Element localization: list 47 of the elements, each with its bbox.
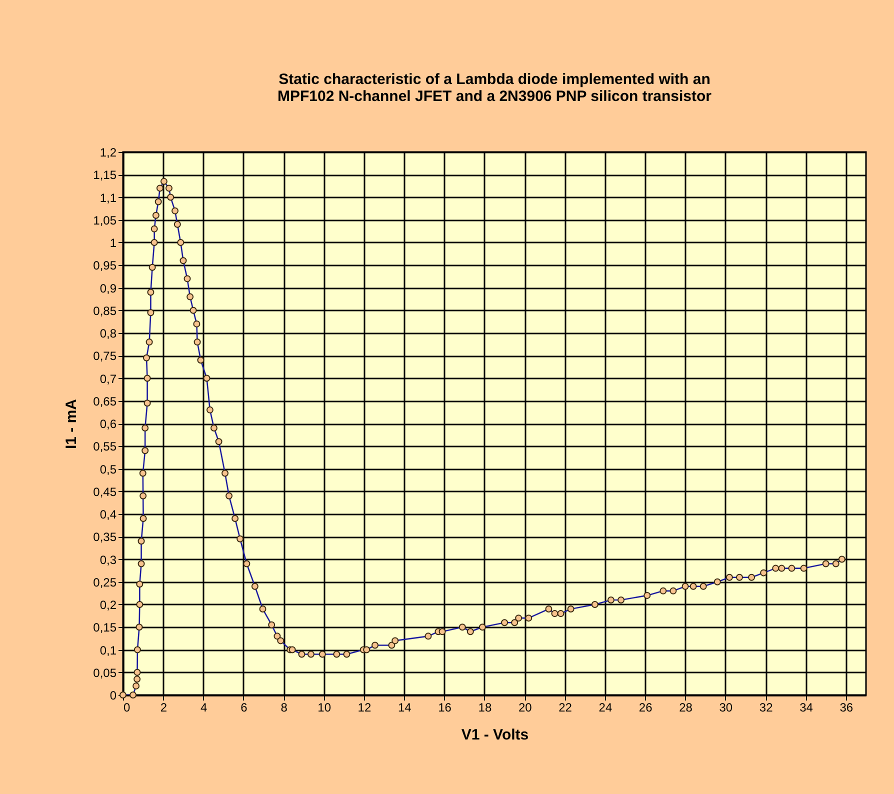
y-tick-label: 0,3: [100, 552, 117, 567]
x-tick-label: 20: [518, 700, 532, 714]
x-tick-label: 6: [240, 700, 248, 714]
y-tick-label: 0,15: [93, 620, 117, 635]
y-tick-label: 0,9: [100, 281, 117, 296]
x-tick-label: 0: [124, 700, 130, 714]
y-tick-label: 0,7: [100, 372, 117, 386]
x-tick-label: 16: [438, 700, 452, 714]
y-tick-label: 0,35: [93, 530, 117, 544]
x-tick-label: 10: [318, 700, 332, 714]
chart-title: Static characteristic of a Lambda diode implemented with an MPF102 N-channel JFET and a 2N3906 PNP silicon transistor: [277, 71, 712, 105]
x-tick-label: 32: [759, 700, 774, 714]
y-tick-label: 0,6: [100, 417, 117, 431]
y-tick-label: 0,65: [93, 394, 117, 408]
x-tick-label: 22: [558, 700, 572, 714]
x-tick-label: 36: [840, 700, 854, 714]
y-tick-label: 1,15: [93, 168, 117, 182]
y-axis-title: I1 - mA: [63, 398, 80, 450]
x-tick-label: 4: [200, 700, 208, 714]
y-tick-label: 0,05: [93, 666, 117, 680]
y-tick-label: 0,75: [93, 349, 117, 364]
y-tick-label: 0,45: [93, 484, 117, 499]
y-tick-label: 0,95: [93, 258, 117, 273]
y-tick-label: 0,1: [100, 643, 117, 658]
x-tick-label: 30: [719, 700, 733, 714]
x-tick-label: 2: [160, 700, 168, 714]
y-tick-label: 0: [110, 688, 117, 702]
y-tick-label: 0,4: [100, 508, 117, 522]
x-tick-label: 28: [679, 700, 693, 714]
x-tick-label: 26: [638, 700, 653, 714]
x-tick-label: 8: [280, 700, 288, 714]
y-tick-label: 1,05: [93, 213, 117, 228]
y-tick-label: 1,2: [100, 146, 117, 160]
y-tick-label: 1,1: [100, 190, 117, 205]
y-tick-label: 0,55: [93, 440, 117, 454]
x-tick-label: 12: [358, 700, 372, 714]
x-axis-title: V1 - Volts: [461, 726, 529, 744]
y-tick-label: 0,5: [100, 462, 117, 476]
y-tick-label: 0,25: [93, 575, 117, 590]
x-tick-label: 14: [398, 700, 412, 714]
x-tick-label: 24: [598, 700, 612, 714]
y-tick-label: 0,8: [100, 326, 117, 340]
x-tick-label: 18: [478, 700, 492, 714]
y-tick-label: 0,2: [100, 598, 117, 612]
x-tick-label: 34: [800, 700, 814, 714]
y-tick-label: 1: [110, 236, 117, 250]
y-tick-label: 0,85: [93, 304, 117, 318]
